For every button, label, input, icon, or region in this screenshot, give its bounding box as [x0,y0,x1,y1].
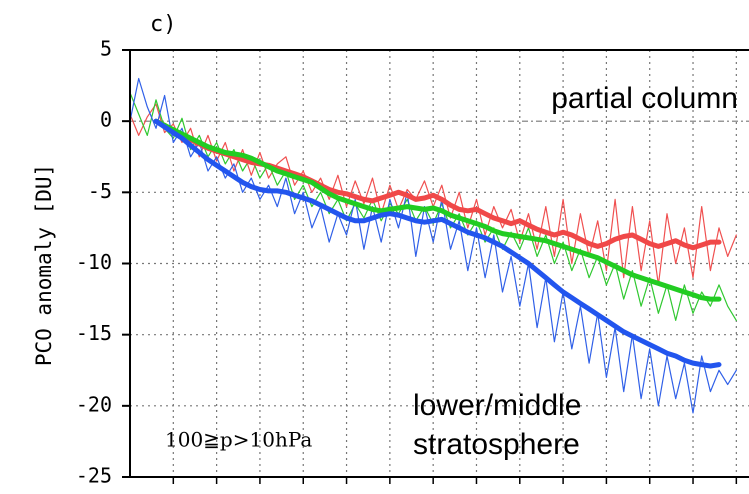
grid [130,50,749,477]
ticks: 5 0 -5 -10 -15 -20 -25 [76,37,738,488]
y-tick-label: -20 [76,392,112,416]
series-line [153,118,722,302]
series-line [153,118,722,369]
y-tick-label: -25 [76,464,112,488]
series-line [130,77,737,414]
y-tick-label: 5 [100,37,112,61]
y-tick-label: -10 [76,250,112,274]
y-tick-label: -5 [88,179,112,203]
series-line [153,118,722,251]
annotation: partial column [551,82,738,115]
plot-lines [130,77,737,414]
panel-label: c) [150,12,177,37]
annotation: 100≧p>10hPa [165,428,312,452]
y-tick-label: 0 [100,108,112,132]
y-axis-label: PCO anomaly [DU] [32,164,56,366]
y-tick-label: -15 [76,321,112,345]
annotation: stratosphere [413,428,580,461]
annotation: lower/middle [413,389,581,422]
